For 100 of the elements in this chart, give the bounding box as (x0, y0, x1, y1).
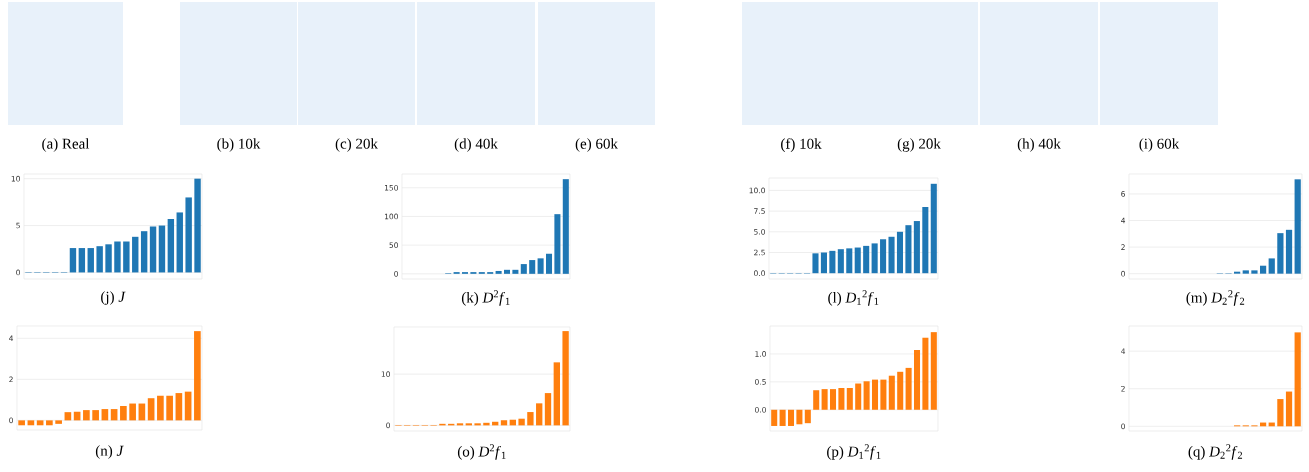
bar (829, 389, 837, 410)
text: (o) D$^{2}$f$_{1}$ (457, 444, 506, 460)
bar (123, 241, 130, 273)
bar (69, 248, 77, 273)
bar (157, 395, 164, 421)
bar (114, 241, 121, 273)
bar (1277, 233, 1284, 274)
bar (503, 269, 511, 274)
bar (922, 206, 929, 274)
bar (787, 409, 795, 426)
bar (495, 270, 502, 274)
bar (888, 236, 895, 274)
bar (554, 214, 561, 274)
bar (87, 248, 94, 273)
bar (905, 225, 912, 274)
bar (55, 420, 62, 424)
bar (854, 247, 861, 274)
bar (1268, 258, 1275, 274)
bar (913, 221, 920, 274)
bar (1294, 332, 1301, 427)
bar (176, 212, 183, 273)
text: (m) D$_{2}$$^{2}$f$_{2}$ (1186, 290, 1245, 306)
bar (1285, 229, 1293, 274)
bar (562, 331, 569, 426)
bar (194, 178, 201, 273)
bar (46, 420, 53, 426)
bar (838, 387, 845, 410)
bar (913, 350, 921, 410)
bar (27, 420, 35, 426)
bar (888, 375, 895, 410)
bar (871, 379, 879, 410)
bar (185, 197, 192, 273)
bar (553, 362, 560, 426)
bar (1285, 391, 1293, 427)
bar (474, 423, 481, 426)
bar (905, 367, 912, 410)
text: (g) 20k (897, 138, 941, 152)
bar (930, 183, 937, 274)
bar (36, 420, 44, 426)
text: (q) D$_{2}$$^{2}$f$_{2}$ (1188, 444, 1243, 460)
text: (a) Real (42, 138, 90, 152)
bar (518, 418, 525, 426)
text: (j) J (101, 291, 126, 305)
bar (880, 239, 887, 274)
text: (d) 40k (454, 138, 498, 152)
bar (194, 331, 201, 421)
text: (p) D$_{1}$$^{2}$f$_{1}$ (827, 444, 881, 460)
bar (500, 420, 508, 426)
bar (1251, 270, 1258, 274)
bar (846, 387, 853, 410)
text: (l) D$_{1}$$^{2}$f$_{1}$ (828, 290, 879, 306)
bar (930, 332, 937, 410)
bar (896, 231, 904, 274)
bar (846, 248, 853, 274)
bar (105, 244, 112, 273)
bar (779, 409, 786, 426)
bar (83, 410, 90, 421)
bar (512, 269, 519, 274)
bar (813, 390, 820, 410)
bar (129, 403, 136, 421)
bar (863, 245, 870, 274)
bar (96, 246, 103, 273)
bar (1294, 179, 1301, 274)
bar (771, 409, 778, 426)
bar (78, 248, 86, 273)
bar (456, 423, 464, 426)
bar (529, 260, 536, 274)
bar (796, 409, 803, 425)
bar (812, 253, 819, 274)
bar (140, 231, 148, 273)
bar (132, 236, 139, 273)
bar (92, 410, 99, 421)
bar (880, 379, 887, 410)
text: (f) 10k (781, 138, 822, 152)
bar (545, 253, 553, 274)
bar (149, 226, 157, 273)
bar (897, 371, 904, 410)
bar (855, 383, 862, 410)
bar (527, 412, 534, 426)
bar (922, 337, 929, 410)
bar (537, 258, 544, 274)
bar (536, 403, 543, 426)
bar (1259, 265, 1267, 274)
bar (544, 393, 552, 426)
bar (829, 250, 836, 274)
bar (1242, 270, 1249, 274)
bar (520, 264, 527, 274)
text: (c) 20k (335, 138, 378, 152)
text: (e) 60k (575, 138, 618, 152)
bar (821, 389, 828, 410)
text: (h) 40k (1017, 138, 1061, 152)
bar (837, 249, 844, 274)
bar (820, 252, 827, 274)
bar (804, 409, 811, 424)
bar (120, 406, 127, 421)
bar (871, 243, 878, 274)
text: (i) 60k (1139, 138, 1180, 152)
bar (18, 420, 25, 426)
bar (158, 225, 166, 273)
bar (863, 381, 870, 410)
